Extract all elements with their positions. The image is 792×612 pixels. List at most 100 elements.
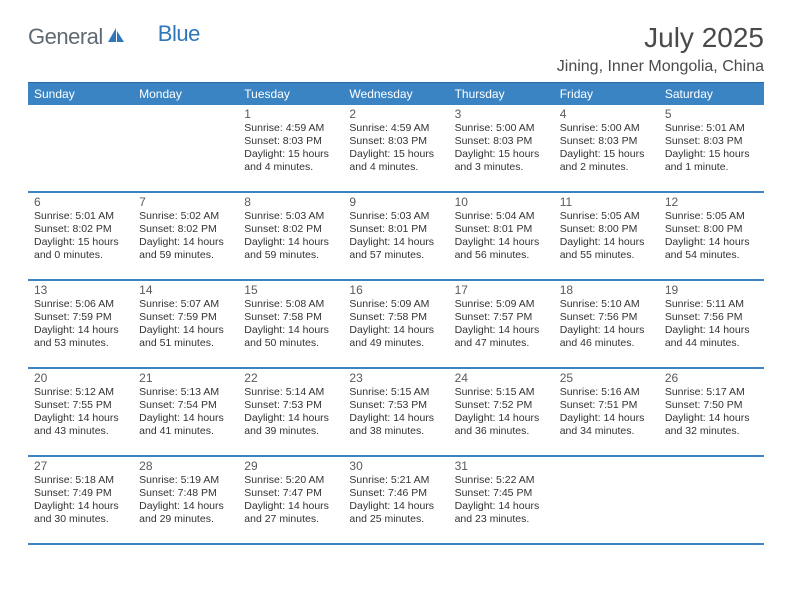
calendar-day-cell: 11Sunrise: 5:05 AMSunset: 8:00 PMDayligh… — [554, 192, 659, 280]
day-number: 17 — [455, 283, 548, 298]
daylight-text: Daylight: 14 hours — [560, 412, 653, 425]
day-number: 8 — [244, 195, 337, 210]
sunset-text: Sunset: 7:52 PM — [455, 399, 548, 412]
day-number: 12 — [665, 195, 758, 210]
calendar-day-cell — [659, 456, 764, 544]
sunrise-text: Sunrise: 5:08 AM — [244, 298, 337, 311]
sunset-text: Sunset: 7:47 PM — [244, 487, 337, 500]
sunset-text: Sunset: 8:03 PM — [665, 135, 758, 148]
day-number: 22 — [244, 371, 337, 386]
day-number: 26 — [665, 371, 758, 386]
calendar-day-cell — [133, 105, 238, 192]
sunset-text: Sunset: 7:50 PM — [665, 399, 758, 412]
calendar-day-cell: 13Sunrise: 5:06 AMSunset: 7:59 PMDayligh… — [28, 280, 133, 368]
weekday-header: Sunday — [28, 83, 133, 106]
calendar-day-cell: 7Sunrise: 5:02 AMSunset: 8:02 PMDaylight… — [133, 192, 238, 280]
day-number: 31 — [455, 459, 548, 474]
sunset-text: Sunset: 7:59 PM — [34, 311, 127, 324]
sunrise-text: Sunrise: 4:59 AM — [244, 122, 337, 135]
daylight-text: and 57 minutes. — [349, 249, 442, 262]
sunrise-text: Sunrise: 5:00 AM — [560, 122, 653, 135]
calendar-day-cell: 17Sunrise: 5:09 AMSunset: 7:57 PMDayligh… — [449, 280, 554, 368]
weekday-header: Wednesday — [343, 83, 448, 106]
daylight-text: and 38 minutes. — [349, 425, 442, 438]
sunset-text: Sunset: 7:59 PM — [139, 311, 232, 324]
sunrise-text: Sunrise: 5:18 AM — [34, 474, 127, 487]
sunset-text: Sunset: 7:49 PM — [34, 487, 127, 500]
month-title: July 2025 — [557, 24, 764, 52]
daylight-text: Daylight: 15 hours — [455, 148, 548, 161]
daylight-text: Daylight: 14 hours — [139, 500, 232, 513]
sunset-text: Sunset: 8:01 PM — [455, 223, 548, 236]
daylight-text: Daylight: 15 hours — [560, 148, 653, 161]
calendar-day-cell: 30Sunrise: 5:21 AMSunset: 7:46 PMDayligh… — [343, 456, 448, 544]
daylight-text: Daylight: 14 hours — [244, 500, 337, 513]
daylight-text: and 59 minutes. — [139, 249, 232, 262]
calendar-day-cell: 19Sunrise: 5:11 AMSunset: 7:56 PMDayligh… — [659, 280, 764, 368]
daylight-text: Daylight: 14 hours — [349, 324, 442, 337]
daylight-text: and 41 minutes. — [139, 425, 232, 438]
calendar-day-cell — [554, 456, 659, 544]
day-number: 25 — [560, 371, 653, 386]
sunrise-text: Sunrise: 5:12 AM — [34, 386, 127, 399]
sunset-text: Sunset: 8:03 PM — [349, 135, 442, 148]
calendar-day-cell: 22Sunrise: 5:14 AMSunset: 7:53 PMDayligh… — [238, 368, 343, 456]
day-number: 24 — [455, 371, 548, 386]
sunrise-text: Sunrise: 5:01 AM — [665, 122, 758, 135]
daylight-text: and 30 minutes. — [34, 513, 127, 526]
daylight-text: Daylight: 14 hours — [139, 412, 232, 425]
day-number: 10 — [455, 195, 548, 210]
sunrise-text: Sunrise: 5:11 AM — [665, 298, 758, 311]
daylight-text: Daylight: 14 hours — [560, 236, 653, 249]
daylight-text: and 4 minutes. — [244, 161, 337, 174]
calendar-day-cell: 8Sunrise: 5:03 AMSunset: 8:02 PMDaylight… — [238, 192, 343, 280]
sunset-text: Sunset: 8:00 PM — [665, 223, 758, 236]
calendar-day-cell: 6Sunrise: 5:01 AMSunset: 8:02 PMDaylight… — [28, 192, 133, 280]
sunrise-text: Sunrise: 5:06 AM — [34, 298, 127, 311]
title-block: July 2025 Jining, Inner Mongolia, China — [557, 24, 764, 76]
day-number: 30 — [349, 459, 442, 474]
daylight-text: Daylight: 14 hours — [34, 500, 127, 513]
daylight-text: Daylight: 14 hours — [665, 236, 758, 249]
daylight-text: and 32 minutes. — [665, 425, 758, 438]
calendar-day-cell: 2Sunrise: 4:59 AMSunset: 8:03 PMDaylight… — [343, 105, 448, 192]
daylight-text: Daylight: 14 hours — [139, 324, 232, 337]
logo: General Blue — [28, 24, 200, 50]
calendar-page: General Blue July 2025 Jining, Inner Mon… — [0, 0, 792, 569]
daylight-text: and 59 minutes. — [244, 249, 337, 262]
sunset-text: Sunset: 7:58 PM — [244, 311, 337, 324]
sunrise-text: Sunrise: 5:01 AM — [34, 210, 127, 223]
daylight-text: Daylight: 14 hours — [665, 412, 758, 425]
sunrise-text: Sunrise: 5:09 AM — [455, 298, 548, 311]
location-text: Jining, Inner Mongolia, China — [557, 58, 764, 76]
daylight-text: Daylight: 14 hours — [244, 412, 337, 425]
sunrise-text: Sunrise: 5:10 AM — [560, 298, 653, 311]
daylight-text: and 0 minutes. — [34, 249, 127, 262]
sunrise-text: Sunrise: 5:04 AM — [455, 210, 548, 223]
calendar-day-cell — [28, 105, 133, 192]
calendar-day-cell: 23Sunrise: 5:15 AMSunset: 7:53 PMDayligh… — [343, 368, 448, 456]
calendar-day-cell: 20Sunrise: 5:12 AMSunset: 7:55 PMDayligh… — [28, 368, 133, 456]
daylight-text: and 2 minutes. — [560, 161, 653, 174]
daylight-text: Daylight: 14 hours — [349, 412, 442, 425]
day-number: 6 — [34, 195, 127, 210]
calendar-day-cell: 10Sunrise: 5:04 AMSunset: 8:01 PMDayligh… — [449, 192, 554, 280]
daylight-text: Daylight: 14 hours — [244, 324, 337, 337]
sunset-text: Sunset: 7:45 PM — [455, 487, 548, 500]
sunrise-text: Sunrise: 5:21 AM — [349, 474, 442, 487]
calendar-day-cell: 18Sunrise: 5:10 AMSunset: 7:56 PMDayligh… — [554, 280, 659, 368]
calendar-day-cell: 28Sunrise: 5:19 AMSunset: 7:48 PMDayligh… — [133, 456, 238, 544]
day-number: 23 — [349, 371, 442, 386]
day-number: 11 — [560, 195, 653, 210]
daylight-text: and 56 minutes. — [455, 249, 548, 262]
day-number: 7 — [139, 195, 232, 210]
sunset-text: Sunset: 8:02 PM — [244, 223, 337, 236]
day-number: 18 — [560, 283, 653, 298]
sunrise-text: Sunrise: 5:00 AM — [455, 122, 548, 135]
daylight-text: and 46 minutes. — [560, 337, 653, 350]
daylight-text: Daylight: 14 hours — [455, 412, 548, 425]
logo-text-general: General — [28, 24, 103, 50]
calendar-day-cell: 15Sunrise: 5:08 AMSunset: 7:58 PMDayligh… — [238, 280, 343, 368]
calendar-day-cell: 1Sunrise: 4:59 AMSunset: 8:03 PMDaylight… — [238, 105, 343, 192]
daylight-text: Daylight: 14 hours — [139, 236, 232, 249]
